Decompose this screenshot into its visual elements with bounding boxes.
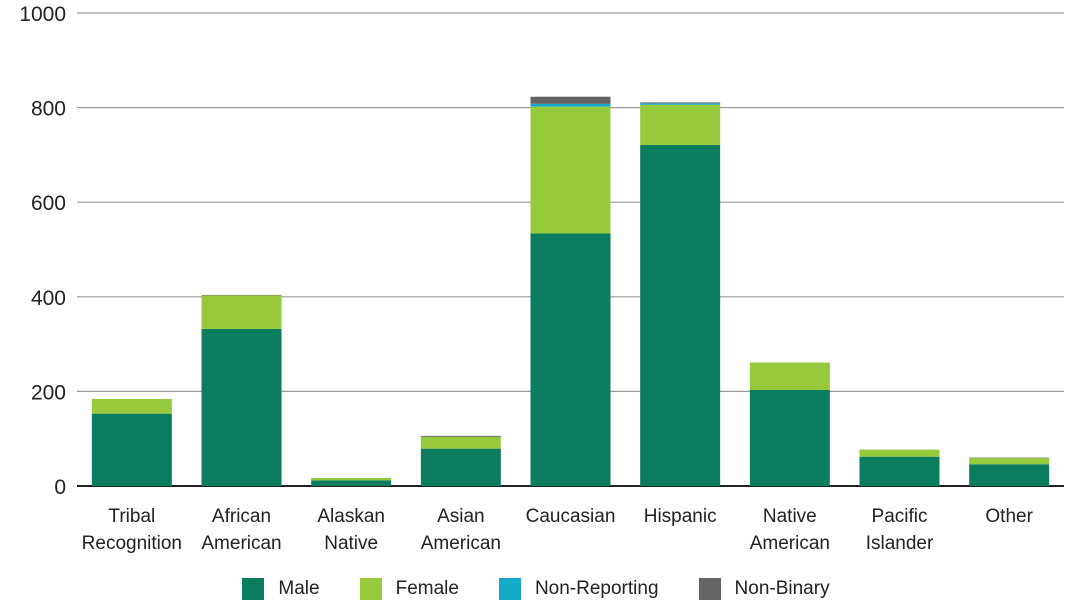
y-axis-tick-labels: 0 200 400 600 800 1000: [19, 3, 66, 499]
bar-segment-female: [420, 436, 501, 449]
bar-segment-female: [91, 398, 172, 414]
bar-segment-male: [969, 464, 1050, 486]
legend-label: Male: [278, 578, 320, 599]
x-axis-category-labels: Tribal Recognition African American Alaskan N…: [82, 506, 1034, 554]
legend-swatch: [698, 578, 721, 600]
y-tick-label: 800: [31, 98, 66, 121]
bar-segment-female: [749, 362, 830, 390]
bar-segment-non-reporting: [530, 103, 611, 107]
legend-item: Non-Reporting: [498, 578, 659, 600]
y-tick-label: 200: [31, 381, 66, 404]
y-tick-label: 600: [31, 192, 66, 215]
x-category-label: Other: [985, 506, 1033, 527]
bar-segment-non-binary: [420, 435, 501, 437]
bar-segment-male: [201, 328, 282, 486]
legend-label: Non-Binary: [734, 578, 830, 599]
legend-item: Non-Binary: [698, 578, 830, 600]
y-tick-label: 1000: [19, 3, 66, 26]
legend-label: Female: [395, 578, 459, 599]
bars: [91, 96, 1050, 487]
bar-segment-male: [749, 389, 830, 486]
bar-segment-non-binary: [530, 96, 611, 104]
bar-segment-female: [201, 295, 282, 329]
x-category-label: Hispanic: [644, 506, 717, 527]
bar-segment-male: [311, 480, 392, 486]
x-category-label: Asian American: [421, 506, 501, 554]
y-tick-label: 0: [54, 476, 66, 499]
x-category-label: Native American: [750, 506, 830, 554]
x-category-label: African American: [201, 506, 281, 554]
legend-swatch: [242, 578, 265, 600]
bar-segment-female: [969, 458, 1050, 465]
bar-segment-male: [640, 144, 721, 487]
bar-segment-non-binary: [640, 102, 721, 104]
bar-segment-female: [311, 477, 392, 481]
bar-segment-non-reporting: [640, 103, 721, 105]
bar-segment-male: [420, 448, 501, 486]
bar-segment-male: [91, 413, 172, 486]
legend: Male Female Non-Reporting Non-Binary: [0, 578, 1072, 600]
legend-swatch: [498, 578, 521, 600]
bar-segment-male: [530, 233, 611, 486]
legend-swatch: [359, 578, 382, 600]
bar-segment-female: [530, 106, 611, 234]
bar-segment-male: [859, 456, 940, 486]
bar-segment-female: [859, 449, 940, 457]
y-tick-label: 400: [31, 287, 66, 310]
x-category-label: Alaskan Native: [317, 506, 385, 554]
x-category-label: Pacific Islander: [866, 506, 934, 554]
legend-label: Non-Reporting: [534, 578, 659, 599]
x-category-label: Caucasian: [526, 506, 616, 527]
legend-item: Male: [242, 578, 320, 600]
x-category-label: Tribal Recognition: [82, 506, 182, 554]
bar-segment-female: [640, 104, 721, 145]
legend-item: Female: [359, 578, 459, 600]
